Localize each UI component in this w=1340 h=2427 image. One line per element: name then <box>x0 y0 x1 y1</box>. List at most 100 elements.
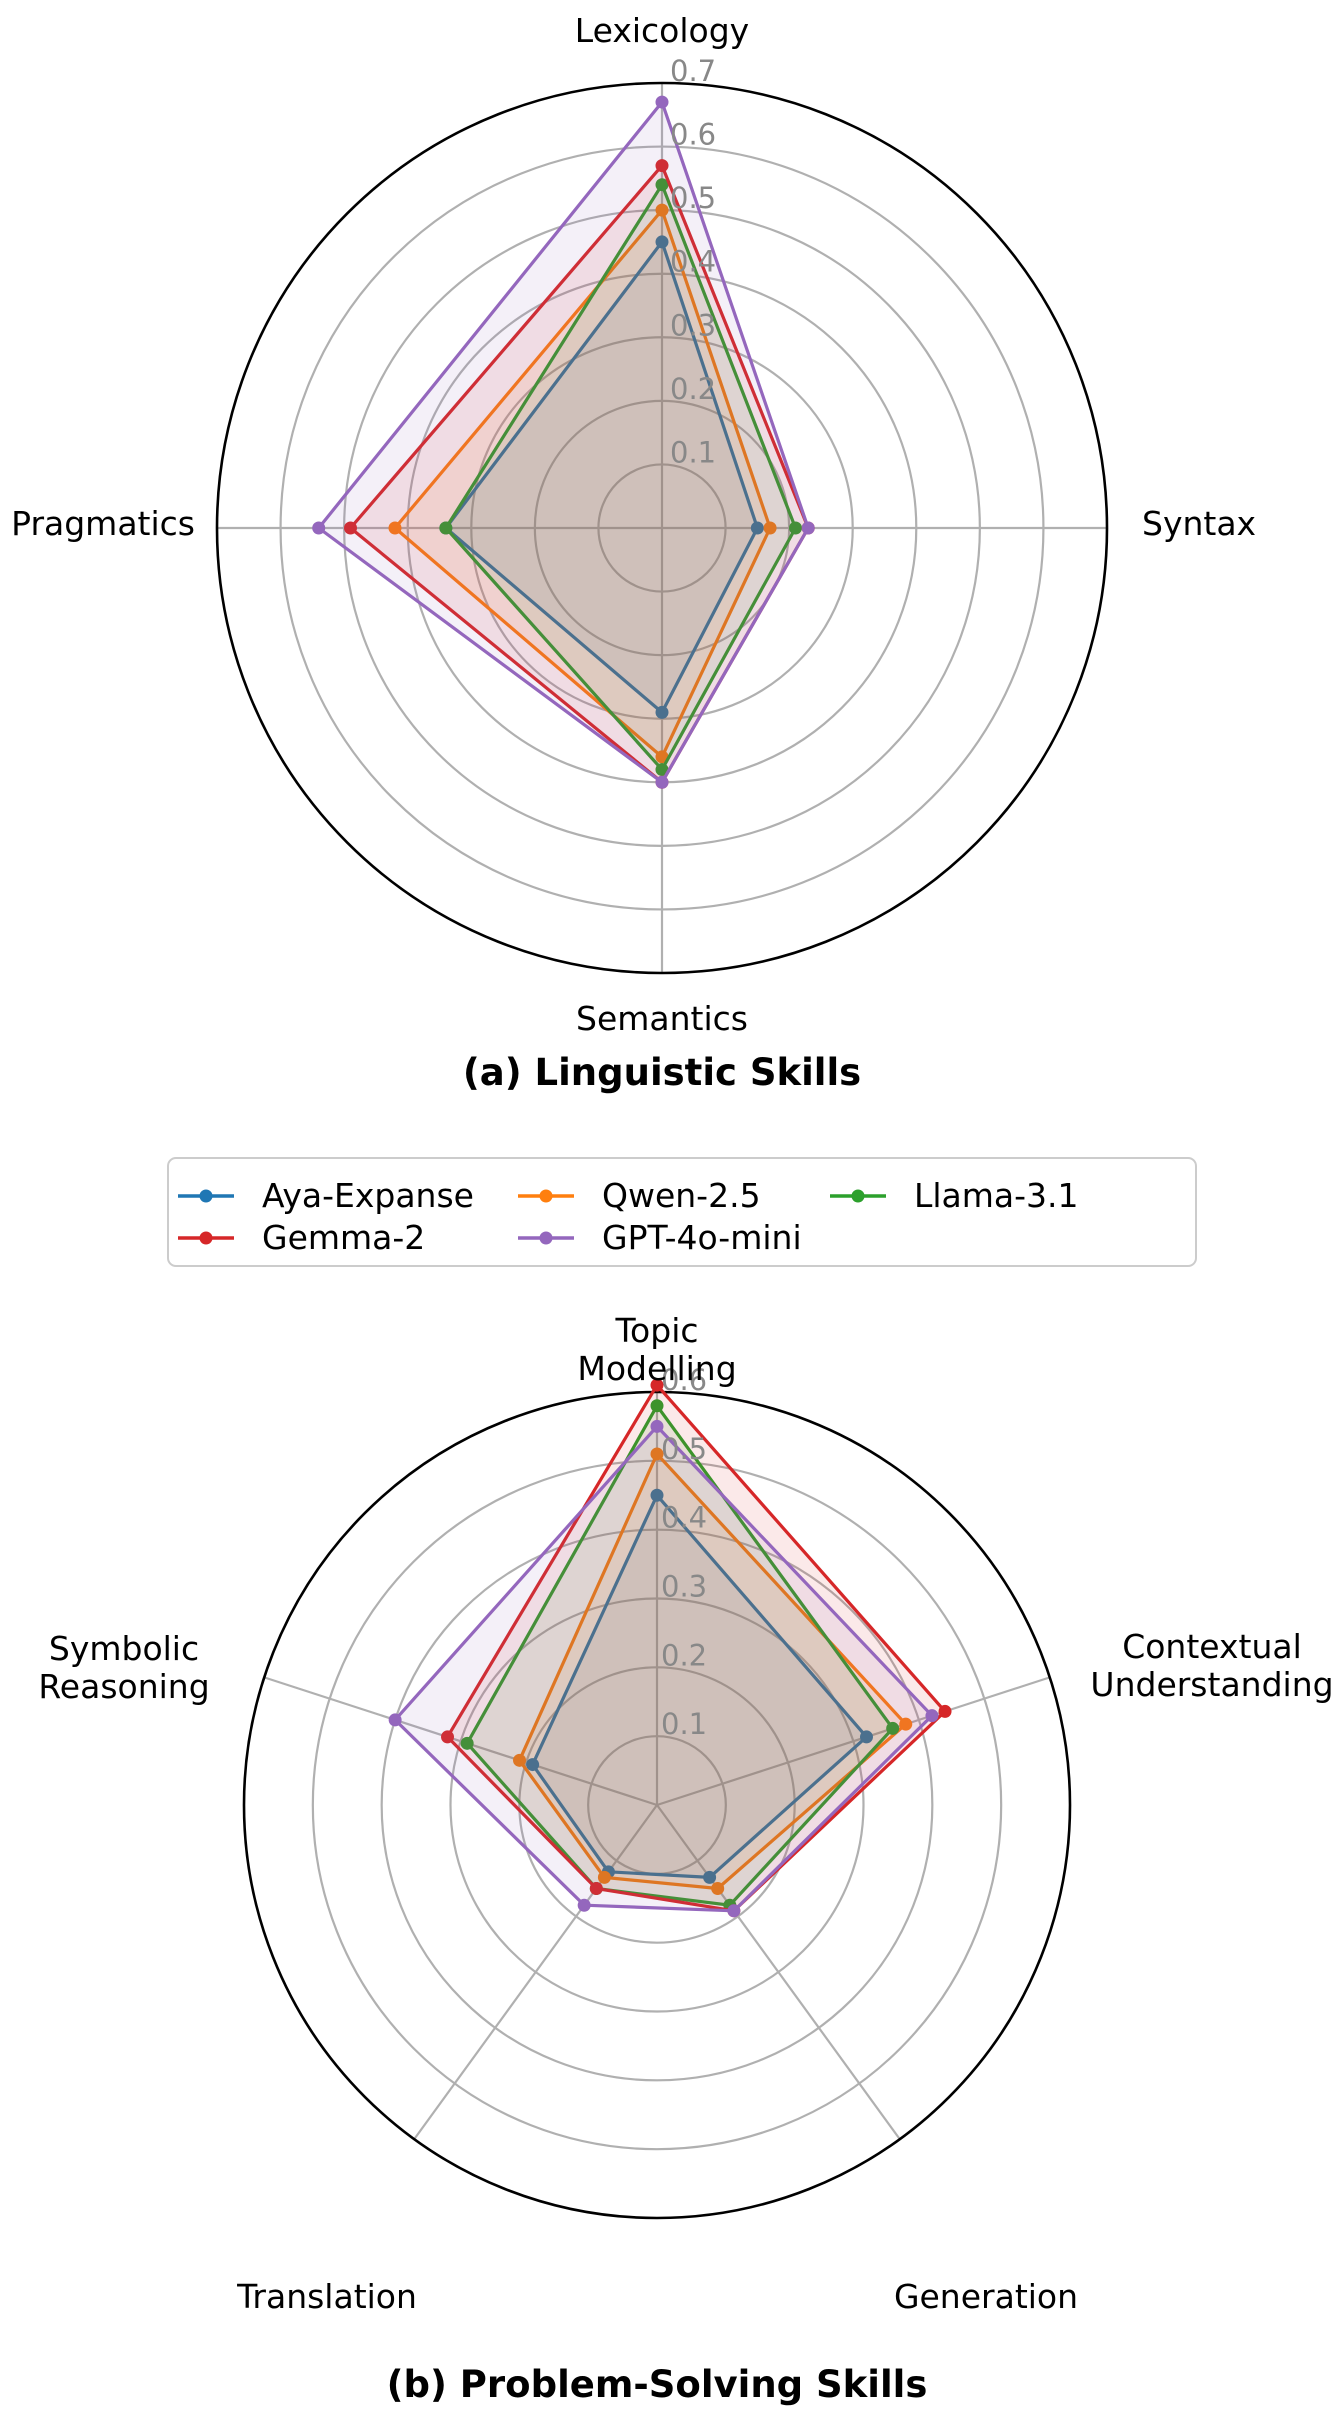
legend-item-aya-expanse: Aya-Expanse <box>178 1176 474 1215</box>
radial-tick-label: 0.3 <box>670 308 716 342</box>
data-point-aya-expanse-lexicology <box>655 235 669 249</box>
data-point-gpt-4o-mini-lexicology <box>655 95 669 109</box>
radial-tick-label: 0.6 <box>661 1363 707 1397</box>
data-point-gpt-4o-mini-semantics <box>655 775 669 789</box>
data-point-aya-expanse-semantics <box>655 705 669 719</box>
data-point-qwen-2-5-translation <box>597 1870 611 1884</box>
series-line-llama-3-1 <box>465 1404 895 1907</box>
panel-title-problem-solving: (b) Problem-Solving Skills <box>387 2363 928 2406</box>
radial-tick-label: 0.7 <box>670 54 716 88</box>
legend-item-qwen-2-5: Qwen-2.5 <box>518 1176 761 1215</box>
legend: Aya-Expanse Qwen-2.5 Llama-3.1 Gemma-2 GPT-4… <box>167 1157 1197 1267</box>
radial-tick-label: 0.1 <box>670 435 716 469</box>
series-area-qwen-2-5 <box>519 1454 906 1889</box>
spoke-contextual-understanding <box>656 1676 1051 1807</box>
data-point-aya-expanse-contextual-understanding <box>859 1730 873 1744</box>
legend-swatch-marker <box>199 1231 213 1245</box>
data-point-gpt-4o-mini-symbolic-reasoning <box>388 1713 402 1727</box>
data-point-gemma-2-lexicology <box>655 159 669 173</box>
radial-tick-label: 0.5 <box>670 181 716 215</box>
data-point-qwen-2-5-semantics <box>655 750 669 764</box>
data-point-gpt-4o-mini-contextual-understanding <box>925 1709 939 1723</box>
series-line-aya-expanse <box>530 1493 869 1880</box>
panel-title-linguistic: (a) Linguistic Skills <box>463 1051 861 1094</box>
series-area-aya-expanse <box>532 1495 867 1878</box>
legend-label: GPT-4o-mini <box>602 1218 802 1257</box>
data-point-llama-3-1-contextual-understanding <box>886 1721 900 1735</box>
series-area-llama-3-1 <box>467 1405 893 1906</box>
legend-label: Gemma-2 <box>262 1218 425 1257</box>
data-point-aya-expanse-generation <box>703 1870 717 1884</box>
data-point-gemma-2-pragmatics <box>344 521 357 535</box>
series-area-gpt-4o-mini <box>395 1426 933 1911</box>
data-point-llama-3-1-symbolic-reasoning <box>460 1736 474 1750</box>
series-line-gemma-2 <box>445 1383 947 1913</box>
axis-label-topic-modelling: Topic Modelling <box>577 1311 736 1388</box>
data-point-llama-3-1-lexicology <box>655 178 669 192</box>
radial-tick-label: 0.4 <box>670 245 716 279</box>
legend-frame <box>167 1157 1197 1267</box>
legend-swatch-marker <box>851 1189 865 1203</box>
data-point-llama-3-1-topic-modelling <box>650 1399 664 1413</box>
spoke-generation <box>656 1804 901 2140</box>
legend-swatch-marker <box>199 1189 213 1203</box>
radial-tick-label: 0.2 <box>670 372 716 406</box>
data-point-qwen-2-5-generation <box>711 1882 725 1896</box>
legend-swatch-marker <box>539 1189 553 1203</box>
radial-tick-label: 0.3 <box>661 1570 707 1604</box>
axis-label-contextual-understanding: Contextual Understanding <box>1090 1627 1333 1704</box>
data-point-aya-expanse-topic-modelling <box>650 1488 664 1502</box>
data-point-gpt-4o-mini-syntax <box>801 521 815 535</box>
data-point-llama-3-1-semantics <box>655 763 669 777</box>
legend-label: Qwen-2.5 <box>602 1176 761 1215</box>
legend-item-llama-3-1: Llama-3.1 <box>830 1176 1079 1215</box>
axis-label-pragmatics: Pragmatics <box>11 504 195 543</box>
radar-chart-linguistic-skills: 0.1 0.2 0.3 0.4 0.5 0.6 0.7 Lexicology Syntax Sem… <box>11 11 1256 1038</box>
data-point-qwen-2-5-lexicology <box>655 203 669 217</box>
radial-tick-label: 0.1 <box>661 1707 707 1741</box>
polar-frame <box>242 1390 1072 2220</box>
legend-item-gpt-4o-mini: GPT-4o-mini <box>518 1218 802 1257</box>
series-area-gpt-4o-mini <box>318 102 809 783</box>
data-point-qwen-2-5-contextual-understanding <box>899 1717 913 1731</box>
data-point-qwen-2-5-syntax <box>763 521 777 535</box>
axis-label-semantics: Semantics <box>576 999 748 1038</box>
axis-label-syntax: Syntax <box>1142 504 1256 543</box>
series-area-gemma-2 <box>447 1385 945 1911</box>
legend-item-gemma-2: Gemma-2 <box>178 1218 425 1257</box>
series-area-qwen-2-5 <box>395 210 771 757</box>
data-point-aya-expanse-syntax <box>750 521 764 535</box>
data-point-qwen-2-5-pragmatics <box>388 521 402 535</box>
radial-tick-label: 0.4 <box>661 1501 707 1535</box>
series-area-gemma-2 <box>350 165 809 783</box>
spoke-symbolic-reasoning <box>263 1676 658 1807</box>
data-point-qwen-2-5-symbolic-reasoning <box>513 1753 527 1767</box>
data-point-gemma-2-symbolic-reasoning <box>441 1730 455 1744</box>
axis-label-translation: Translation <box>236 2277 417 2316</box>
data-point-gpt-4o-mini-topic-modelling <box>650 1419 664 1433</box>
legend-label: Aya-Expanse <box>262 1176 474 1215</box>
data-point-gemma-2-contextual-understanding <box>938 1704 952 1718</box>
data-point-gpt-4o-mini-translation <box>577 1898 591 1912</box>
data-point-aya-expanse-symbolic-reasoning <box>526 1758 540 1772</box>
data-point-gpt-4o-mini-generation <box>727 1904 741 1918</box>
data-point-gemma-2-translation <box>589 1882 603 1896</box>
series-line-qwen-2-5 <box>517 1452 908 1891</box>
data-point-gemma-2-topic-modelling <box>650 1378 664 1392</box>
axis-label-symbolic-reasoning: Symbolic Reasoning <box>38 1629 209 1706</box>
data-point-gpt-4o-mini-pragmatics <box>312 521 326 535</box>
spoke-translation <box>413 1804 658 2140</box>
data-point-qwen-2-5-topic-modelling <box>650 1447 664 1461</box>
radial-tick-label: 0.2 <box>661 1638 707 1672</box>
legend-label: Llama-3.1 <box>914 1176 1079 1215</box>
radial-tick-label: 0.6 <box>670 118 716 152</box>
polar-frame <box>215 81 1109 975</box>
radial-tick-label: 0.5 <box>661 1432 707 1466</box>
series-line-gpt-4o-mini <box>393 1424 934 1913</box>
data-point-llama-3-1-pragmatics <box>439 521 453 535</box>
series-area-aya-expanse <box>445 241 758 713</box>
data-point-llama-3-1-syntax <box>789 521 802 535</box>
legend-swatch-marker <box>539 1231 553 1245</box>
